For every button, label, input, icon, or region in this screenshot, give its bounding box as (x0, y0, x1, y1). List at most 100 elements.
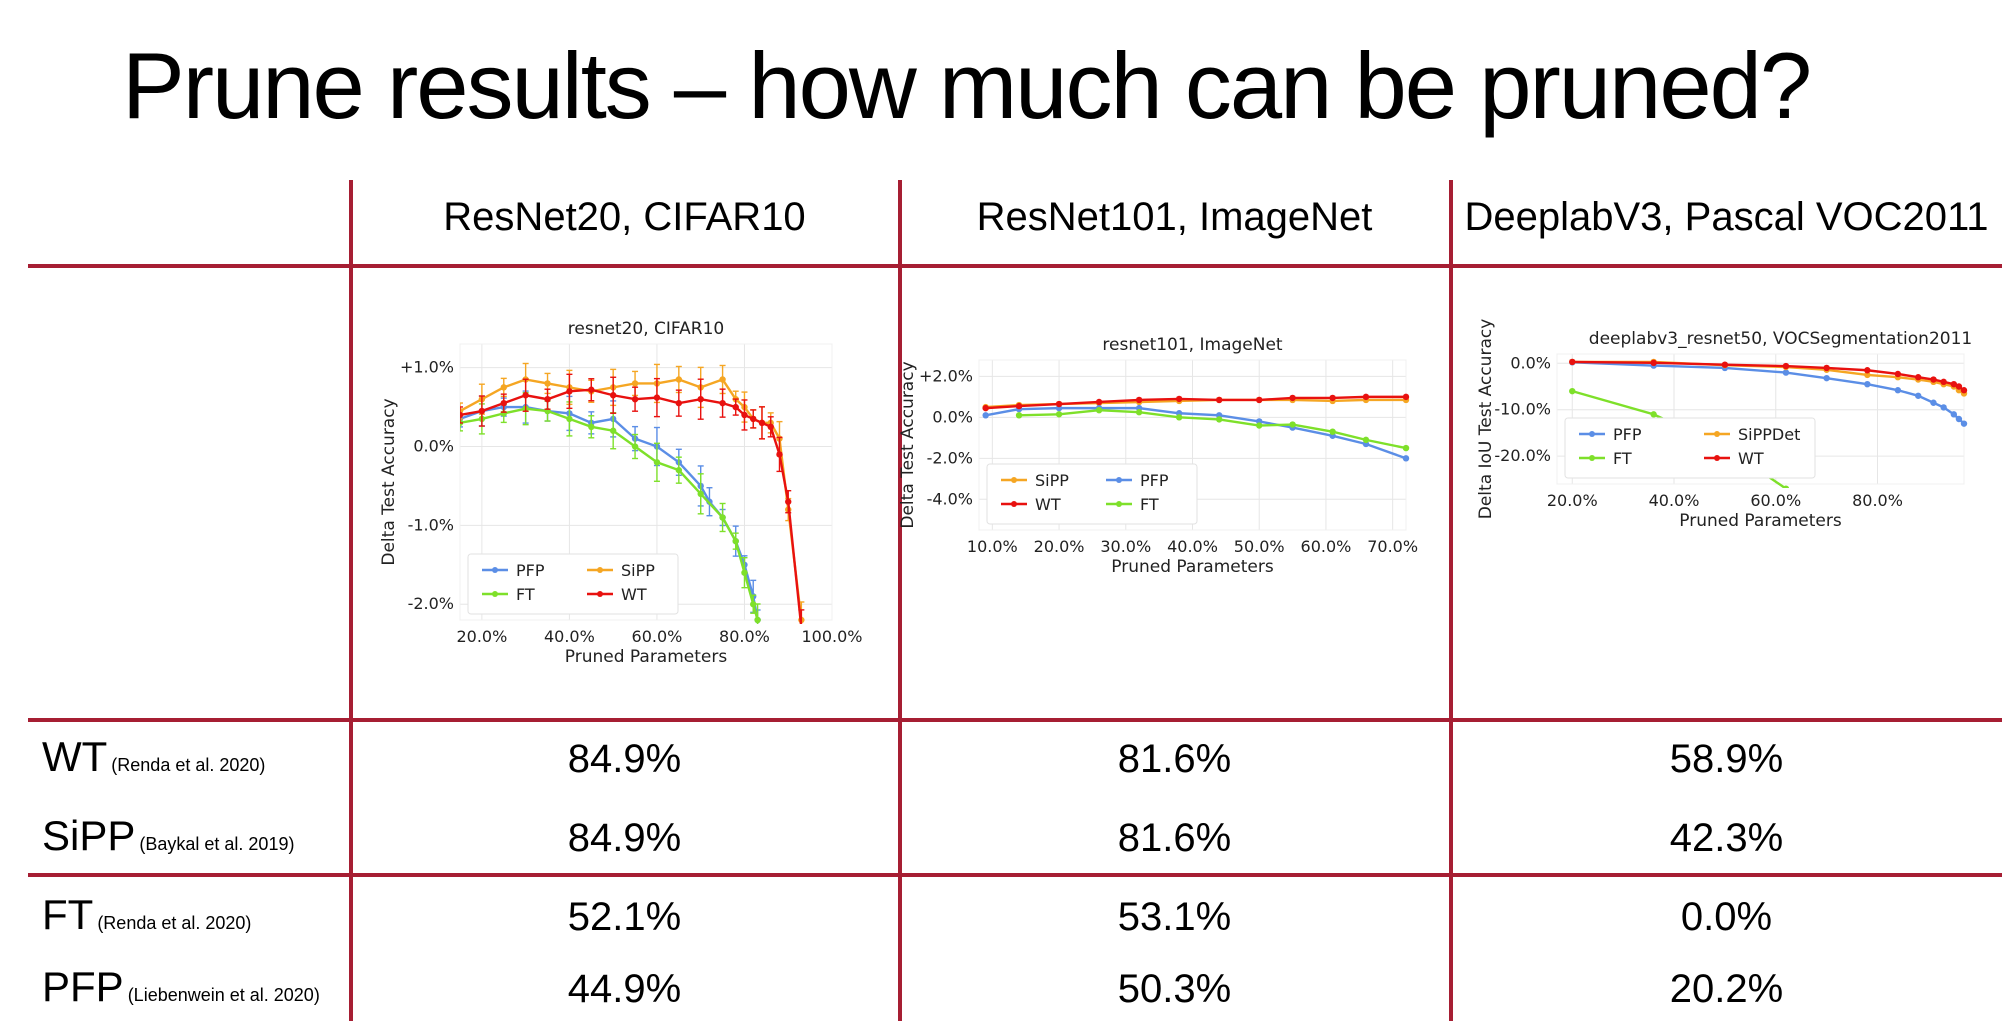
data-point (697, 490, 704, 498)
legend-label: FT (1140, 495, 1159, 514)
value-ft-deeplabv3: 0.0% (1680, 895, 1773, 939)
data-point (1955, 415, 1963, 423)
data-point (566, 415, 573, 423)
data-point (1955, 383, 1963, 390)
method-name: PFP (42, 963, 124, 1010)
data-point (1940, 404, 1947, 411)
data-point (588, 423, 595, 430)
y-tick-label: -1.0% (408, 515, 454, 534)
y-tick-label: -20.0% (1494, 446, 1551, 465)
y-tick-label: 0.0% (413, 437, 454, 456)
legend-marker (597, 591, 603, 597)
column-divider-3 (1449, 180, 1453, 1021)
method-name: SiPP (42, 812, 136, 859)
x-tick-label: 40.0% (1649, 491, 1700, 510)
value-wt-deeplabv3: 58.9% (1669, 737, 1784, 781)
legend-label: PFP (1613, 425, 1642, 444)
value-ft-resnet101: 53.1% (1117, 895, 1232, 939)
data-point (1329, 428, 1336, 435)
data-point (478, 407, 486, 415)
row-label-pfp: PFP (Liebenwein et al. 2020) (42, 963, 320, 1011)
legend-box (1564, 417, 1816, 479)
data-point (1135, 396, 1143, 404)
value-pfp-resnet101: 50.3% (1117, 967, 1232, 1011)
data-point (741, 411, 748, 419)
data-point (1256, 422, 1263, 429)
y-axis-label: Delta IoU Test Accuracy (1476, 319, 1496, 520)
series-wt (982, 393, 1410, 412)
data-point (1329, 394, 1336, 402)
data-point (675, 376, 683, 383)
data-point (460, 411, 464, 419)
column-divider-2 (898, 180, 902, 1021)
data-point (544, 396, 551, 403)
data-point (1650, 411, 1657, 418)
data-point (1915, 392, 1922, 399)
x-tick-label: 10.0% (967, 537, 1018, 556)
data-point (1055, 400, 1063, 408)
series-ft (1015, 406, 1410, 452)
legend-label: PFP (1140, 471, 1169, 490)
row-label-ft: FT (Renda et al. 2020) (42, 891, 251, 939)
data-point (1215, 416, 1223, 423)
x-tick-label: 100.0% (801, 627, 862, 646)
legend-box (986, 463, 1198, 525)
data-point (732, 537, 739, 545)
row-label-sipp: SiPP (Baykal et al. 2019) (42, 812, 294, 860)
slide-title: Prune results – how much can be pruned? (122, 33, 1812, 138)
y-axis-label: Delta Test Accuracy (898, 361, 918, 528)
group-rule (28, 873, 2002, 877)
data-point (1823, 364, 1830, 372)
data-point (566, 388, 573, 395)
series-line (1572, 360, 1965, 392)
method-name: FT (42, 891, 94, 938)
data-point (1055, 411, 1063, 418)
y-tick-label: -4.0% (927, 489, 973, 508)
data-point (785, 498, 792, 505)
legend-marker (1589, 455, 1595, 461)
chart-row-rule (28, 718, 2002, 722)
data-point (1095, 398, 1103, 406)
value-wt-resnet101: 81.6% (1117, 737, 1232, 781)
x-axis-label: Pruned Parameters (1679, 511, 1842, 531)
plot-area (982, 393, 1410, 462)
data-point (1289, 421, 1296, 428)
chart-resnet101: resnet101, ImageNet 10.0% 20.0% 30.0% 40.0% 5… (898, 335, 1418, 577)
chart-title: resnet20, CIFAR10 (568, 319, 724, 339)
legend-label: FT (516, 585, 535, 604)
data-point (754, 616, 761, 624)
data-point (1721, 361, 1729, 368)
x-tick-label: 70.0% (1367, 537, 1418, 556)
legend-marker (492, 591, 498, 597)
data-point (1362, 393, 1370, 401)
data-point (522, 392, 529, 399)
y-tick-label: 0.0% (1510, 353, 1551, 372)
x-tick-label: 60.0% (1301, 537, 1352, 556)
column-divider-1 (349, 180, 353, 1021)
data-point (631, 396, 639, 403)
data-point (1782, 485, 1790, 488)
legend-label: SiPP (1035, 471, 1069, 490)
data-point (1864, 380, 1871, 388)
method-name: WT (42, 733, 108, 780)
chart-title: deeplabv3_resnet50, VOCSegmentation2011 (1589, 329, 1972, 349)
x-tick-label: 30.0% (1100, 537, 1151, 556)
legend-label: SiPPDet (1738, 425, 1800, 444)
data-point (1402, 455, 1410, 462)
x-tick-label: 80.0% (1852, 491, 1903, 510)
chart-legend: PFP SiPPDet FT WT (1564, 417, 1816, 479)
legend-marker (1011, 477, 1017, 483)
data-point (1950, 411, 1958, 418)
plot-frame (459, 343, 833, 621)
data-point (653, 394, 661, 401)
data-point (1950, 380, 1958, 388)
legend-marker (1714, 455, 1720, 461)
data-point (1215, 396, 1223, 404)
data-point (1402, 393, 1410, 401)
data-point (1782, 369, 1790, 376)
y-tick-label: +2.0% (919, 366, 973, 385)
data-point (750, 601, 757, 608)
value-pfp-deeplabv3: 20.2% (1669, 967, 1784, 1011)
value-sipp-resnet20: 84.9% (567, 816, 682, 860)
chart-title: resnet101, ImageNet (1102, 335, 1283, 355)
